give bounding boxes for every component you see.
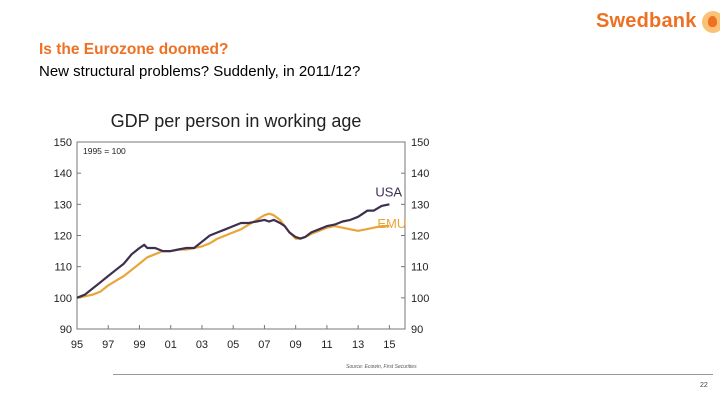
chart-title: GDP per person in working age xyxy=(111,111,362,131)
y-tick-label-right: 120 xyxy=(411,231,429,243)
y-tick-label-right: 110 xyxy=(411,262,429,274)
page-number: 22 xyxy=(700,382,708,389)
footer-divider xyxy=(113,374,713,375)
x-tick-label: 09 xyxy=(290,339,302,351)
y-axis-left: 90 100 110 120 130 140 150 xyxy=(54,137,81,336)
brand-name: Swedbank xyxy=(596,10,697,32)
y-tick-label-left: 130 xyxy=(54,199,72,211)
gdp-line-chart: GDP per person in working age 1995 = 100… xyxy=(54,111,430,351)
slide-title: Is the Eurozone doomed? xyxy=(39,41,229,58)
series-lines xyxy=(76,203,390,299)
series-label-emu: EMU xyxy=(377,216,406,231)
y-tick-label-left: 110 xyxy=(54,262,72,274)
y-tick-label-right: 100 xyxy=(411,293,429,305)
x-tick-label: 97 xyxy=(102,339,114,351)
x-tick-label: 99 xyxy=(133,339,145,351)
swedbank-logo: Swedbank xyxy=(596,10,720,33)
y-tick-label-left: 150 xyxy=(54,137,72,149)
y-tick-label-right: 150 xyxy=(411,137,429,149)
x-tick-label: 15 xyxy=(383,339,395,351)
y-tick-label-right: 90 xyxy=(411,324,423,336)
y-tick-label-left: 90 xyxy=(60,324,72,336)
x-tick-label: 95 xyxy=(71,339,83,351)
x-tick-label: 05 xyxy=(227,339,239,351)
series-line-emu xyxy=(76,212,390,299)
series-line-usa xyxy=(76,203,390,299)
oak-tree-logo-icon xyxy=(701,10,720,33)
x-tick-label: 07 xyxy=(258,339,270,351)
series-labels: USA EMU xyxy=(375,184,406,231)
y-tick-label-left: 120 xyxy=(54,231,72,243)
x-tick-label: 13 xyxy=(352,339,364,351)
y-tick-label-left: 140 xyxy=(54,168,72,180)
series-label-usa: USA xyxy=(375,184,402,199)
x-tick-label: 01 xyxy=(165,339,177,351)
x-tick-label: 11 xyxy=(321,339,332,351)
index-note: 1995 = 100 xyxy=(83,146,126,156)
source-note: Source: Ecowin, First Securities xyxy=(346,364,417,370)
plot-frame xyxy=(76,141,406,330)
x-tick-label: 03 xyxy=(196,339,208,351)
y-tick-label-right: 130 xyxy=(411,199,429,211)
y-axis-right: 90 100 110 120 130 140 150 xyxy=(401,137,429,336)
y-tick-label-right: 140 xyxy=(411,168,429,180)
x-axis: 95 97 99 01 03 05 07 09 11 13 15 xyxy=(71,325,396,351)
y-tick-label-left: 100 xyxy=(54,293,72,305)
slide-subtitle: New structural problems? Suddenly, in 20… xyxy=(39,63,361,80)
